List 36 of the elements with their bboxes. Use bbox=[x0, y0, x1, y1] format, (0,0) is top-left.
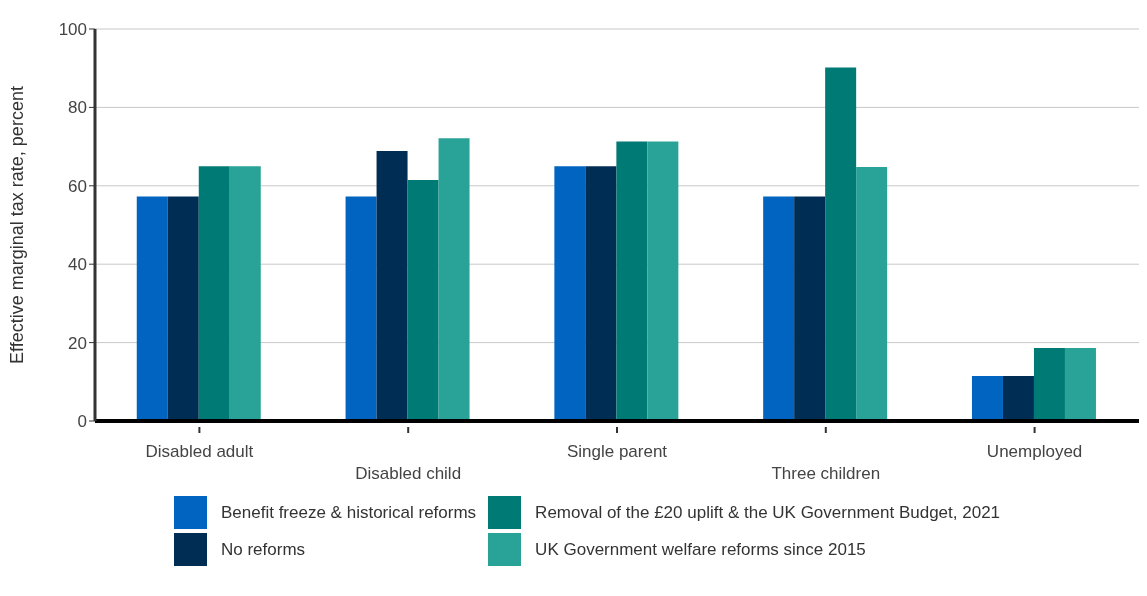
y-tick-label: 40 bbox=[68, 255, 87, 275]
bar bbox=[229, 166, 261, 421]
bar bbox=[856, 166, 888, 421]
bar bbox=[438, 138, 470, 421]
x-tick-label: Single parent bbox=[566, 442, 668, 461]
y-tick-label: 0 bbox=[77, 412, 87, 432]
legend-label: No reforms bbox=[221, 539, 306, 560]
y-tick-label: 100 bbox=[58, 20, 87, 40]
y-tick-label: 20 bbox=[68, 333, 87, 353]
x-tick-label: Disabled child bbox=[355, 464, 462, 483]
bar bbox=[136, 196, 168, 421]
bar bbox=[198, 166, 230, 421]
y-axis-title: Effective marginal tax rate, percent bbox=[7, 86, 28, 364]
legend-label: Removal of the £20 uplift & the UK Government Budget, 2021 bbox=[535, 502, 1001, 523]
legend-label: UK Government welfare reforms since 2015 bbox=[535, 539, 866, 560]
y-tick-label: 60 bbox=[68, 176, 87, 196]
bar bbox=[376, 150, 408, 421]
bar bbox=[1002, 375, 1034, 421]
bar bbox=[647, 141, 679, 421]
bar bbox=[825, 67, 857, 421]
bar bbox=[1064, 348, 1096, 421]
bar bbox=[1033, 348, 1065, 421]
bar bbox=[554, 166, 586, 421]
bar bbox=[585, 166, 617, 421]
x-tick-label: Disabled adult bbox=[145, 442, 254, 461]
bar bbox=[616, 141, 648, 421]
y-tick-label: 80 bbox=[68, 98, 87, 118]
bar bbox=[407, 179, 439, 421]
bar bbox=[763, 196, 795, 421]
bar bbox=[167, 196, 199, 421]
bar bbox=[345, 196, 377, 421]
x-tick-label: Three children bbox=[771, 464, 881, 483]
bar bbox=[971, 375, 1003, 421]
x-tick-label: Unemployed bbox=[986, 442, 1083, 461]
legend-label: Benefit freeze & historical reforms bbox=[221, 502, 477, 523]
bar bbox=[794, 196, 826, 421]
